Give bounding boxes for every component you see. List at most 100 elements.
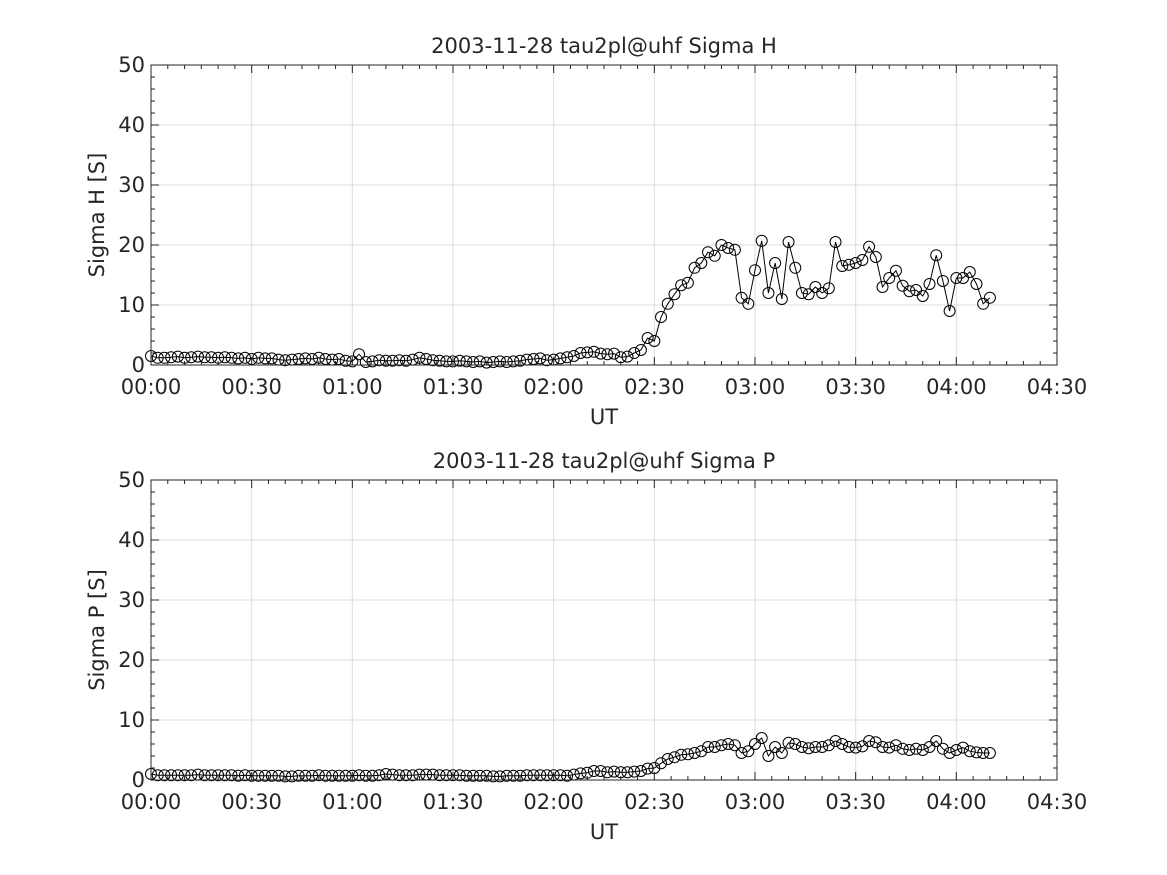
sigma-p-data-point: [238, 769, 251, 782]
sigma-p-data-point: [165, 769, 178, 782]
sigma-h-data-point: [178, 351, 191, 364]
sigma-p-data-point: [205, 769, 218, 782]
sigma-h-data-point: [889, 264, 902, 277]
sigma-h-data-point: [782, 236, 795, 248]
sigma-h-data-point: [863, 240, 876, 253]
sigma-p-data-point: [789, 738, 802, 750]
sigma-p-data-point: [285, 770, 298, 783]
sigma-p-data-point: [608, 765, 621, 778]
sigma-h-data-point: [869, 251, 882, 263]
sigma-p-data-point: [722, 738, 735, 750]
sigma-p-ytick-label: 20: [118, 648, 145, 672]
sigma-p-axes-box: [150, 479, 1058, 781]
sigma-p-panel: 2003-11-28 tau2pl@uhf Sigma P Sigma P [S…: [85, 449, 1087, 844]
sigma-h-data-point: [688, 261, 701, 274]
sigma-h-data-point: [728, 243, 741, 256]
sigma-h-data-point: [554, 352, 567, 365]
sigma-p-data-point: [923, 741, 936, 753]
sigma-h-xtick-label: 04:30: [1027, 375, 1088, 399]
sigma-h-data-point: [191, 350, 204, 363]
sigma-p-data-point: [762, 750, 775, 762]
sigma-p-data-point: [198, 769, 211, 782]
sigma-p-data-point: [809, 741, 822, 753]
sigma-h-data-point: [218, 351, 231, 364]
sigma-h-data-point: [480, 356, 493, 369]
sigma-p-data-point: [500, 769, 513, 782]
sigma-h-data-point: [232, 352, 245, 365]
sigma-p-data-point: [601, 766, 614, 779]
sigma-h-data-point: [769, 257, 782, 269]
sigma-h-data-point: [755, 234, 768, 247]
sigma-h-grid: [151, 65, 1057, 365]
sigma-h-data-point: [608, 347, 621, 360]
sigma-h-xtick-label: 00:30: [221, 375, 282, 399]
sigma-p-data-point: [910, 742, 923, 755]
sigma-h-data-point: [359, 356, 372, 368]
sigma-h-data-point: [668, 288, 681, 301]
sigma-p-data-point: [594, 765, 607, 777]
sigma-p-data-point: [581, 766, 594, 779]
sigma-h-ytick-label: 30: [118, 173, 145, 197]
sigma-h-data-point: [265, 352, 278, 365]
sigma-h-data-point: [963, 266, 976, 278]
sigma-p-data-point: [755, 732, 768, 744]
sigma-p-data-point: [715, 739, 728, 752]
sigma-h-data-point: [936, 275, 949, 287]
sigma-p-data-point: [326, 769, 339, 782]
sigma-h-data-point: [238, 351, 251, 364]
sigma-p-ytick-label: 40: [118, 528, 145, 552]
sigma-h-data-point: [514, 354, 527, 367]
sigma-h-data-point: [225, 351, 238, 364]
sigma-p-xtick-label: 02:30: [624, 790, 685, 814]
sigma-p-data-point: [332, 769, 345, 782]
sigma-p-grid: [151, 480, 1057, 780]
sigma-p-data-point: [346, 769, 359, 782]
sigma-h-xtick-label: 03:30: [825, 375, 886, 399]
sigma-h-data-point: [165, 351, 178, 364]
sigma-p-data-point: [863, 735, 876, 747]
sigma-p-data-point: [688, 747, 701, 759]
sigma-p-data-point: [218, 769, 231, 782]
sigma-h-data-point: [749, 264, 761, 277]
sigma-p-data-point: [487, 770, 500, 783]
sigma-h-data-point: [252, 351, 265, 364]
sigma-p-data-point: [708, 741, 721, 753]
sigma-h-xtick-label: 01:00: [322, 375, 383, 399]
sigma-h-data-point: [802, 288, 815, 301]
sigma-h-data-point: [795, 287, 808, 299]
sigma-h-series: [145, 234, 996, 369]
sigma-p-data-point: [983, 747, 996, 759]
sigma-h-data-point: [722, 242, 735, 254]
sigma-p-data-point: [467, 769, 480, 782]
sigma-h-data-point: [339, 354, 352, 367]
sigma-h-data-point: [634, 344, 647, 356]
sigma-h-data-point: [212, 351, 225, 364]
sigma-p-data-point: [836, 738, 849, 750]
sigma-p-data-point: [735, 747, 748, 759]
sigma-h-data-point: [561, 351, 574, 364]
sigma-p-data-point: [695, 745, 708, 758]
sigma-p-data-point: [977, 747, 990, 759]
sigma-p-data-point: [306, 769, 319, 782]
sigma-h-data-point: [715, 239, 728, 251]
sigma-h-data-point: [742, 297, 755, 310]
sigma-h-data-point: [158, 351, 171, 364]
sigma-h-tick-labels: 00:00 00:30 01:00 01:30 02:00 02:30 03:00 03:30…: [118, 53, 1087, 399]
sigma-h-data-point: [346, 355, 359, 368]
sigma-p-data-point: [728, 739, 741, 752]
sigma-p-data-point: [628, 765, 641, 778]
sigma-h-data-point: [507, 355, 520, 368]
sigma-p-data-point: [366, 769, 379, 782]
sigma-h-data-point: [453, 354, 466, 367]
sigma-h-data-point: [366, 355, 379, 368]
sigma-p-data-point: [319, 769, 332, 782]
sigma-h-data-point: [259, 352, 272, 365]
sigma-h-data-point: [816, 287, 829, 299]
sigma-p-data-point: [869, 736, 882, 749]
sigma-p-data-point: [259, 769, 272, 782]
sigma-h-data-point: [581, 346, 594, 359]
sigma-h-data-point: [695, 257, 708, 269]
sigma-p-data-point: [520, 769, 533, 782]
sigma-h-data-point: [943, 305, 956, 317]
